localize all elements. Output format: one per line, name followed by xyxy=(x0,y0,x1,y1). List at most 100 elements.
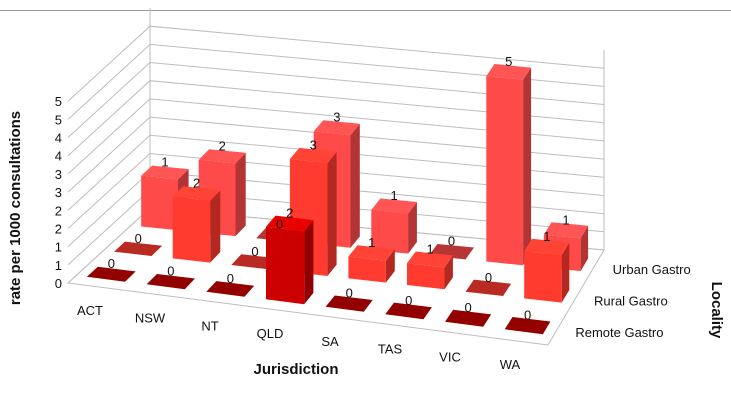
data-label: 0 xyxy=(227,271,234,286)
bar-face-top xyxy=(348,245,395,261)
data-label: 0 xyxy=(448,234,455,249)
floor-outline xyxy=(66,207,605,346)
z-tick-label: Remote Gastro xyxy=(575,325,663,340)
bar-face-front xyxy=(371,209,409,254)
bar-face-side xyxy=(350,123,360,248)
bar-face-front xyxy=(407,263,445,290)
bar-face-side xyxy=(210,190,221,263)
bar xyxy=(146,274,195,290)
bar-face-front xyxy=(172,196,211,263)
y-axis-title: rate per 1000 consultations xyxy=(7,111,24,305)
bar xyxy=(348,245,395,283)
bar xyxy=(172,186,221,263)
x-tick-label: WA xyxy=(500,357,521,372)
data-label: 0 xyxy=(485,270,492,285)
bar-face-top xyxy=(289,147,337,164)
bars xyxy=(86,64,589,335)
bar xyxy=(86,266,136,282)
x-tick-label: SA xyxy=(321,334,339,349)
bar-face-top xyxy=(325,295,373,312)
bar xyxy=(114,241,163,256)
bar-face-top xyxy=(385,302,432,320)
bar-face-top xyxy=(206,281,255,297)
bar-face-top xyxy=(86,266,136,282)
data-label: 2 xyxy=(193,175,200,190)
y-tick-label: 0 xyxy=(55,276,62,291)
bar xyxy=(325,295,373,312)
bar-face-top xyxy=(465,279,512,296)
y-tick-label: 4 xyxy=(55,131,62,146)
z-tick-label: Urban Gastro xyxy=(613,262,691,277)
bar-face-top xyxy=(445,309,492,327)
x-tick-label: VIC xyxy=(439,349,461,364)
bar xyxy=(407,251,453,290)
data-label: 0 xyxy=(405,293,412,308)
bar-face-front xyxy=(348,256,386,283)
bar-face-side xyxy=(327,152,337,276)
bar xyxy=(445,309,492,327)
data-label: 3 xyxy=(333,110,340,125)
y-tick-label: 4 xyxy=(55,149,62,164)
x-tick-label: QLD xyxy=(257,326,284,341)
bar xyxy=(371,198,417,254)
data-label: 0 xyxy=(251,244,258,259)
bar-face-top xyxy=(543,222,589,239)
x-tick-label: ACT xyxy=(77,303,103,318)
bar-face-top xyxy=(198,149,246,164)
bar-face-side xyxy=(444,255,453,290)
data-label: 0 xyxy=(135,231,142,246)
bar xyxy=(385,302,432,320)
bar-face-side xyxy=(235,152,246,237)
bar-face-top xyxy=(504,317,551,335)
y-tick-label: 3 xyxy=(55,185,62,200)
bar-face-side xyxy=(385,249,395,283)
bar-face-side xyxy=(580,225,589,272)
bar-face-top xyxy=(371,198,417,214)
bar-face-side xyxy=(561,242,570,303)
bar-face-side xyxy=(304,220,314,305)
data-label: 1 xyxy=(368,235,375,250)
data-label: 2 xyxy=(286,205,293,220)
bar xyxy=(266,215,314,305)
data-label: 0 xyxy=(276,217,283,232)
y-tick-label: 5 xyxy=(55,112,62,127)
bar-face-top xyxy=(486,64,532,80)
bar xyxy=(486,64,532,266)
data-label: 3 xyxy=(310,138,317,153)
x-tick-label: NT xyxy=(201,318,218,333)
data-label: 0 xyxy=(465,300,472,315)
data-label: 1 xyxy=(161,154,168,169)
bar-face-top xyxy=(114,241,163,256)
data-label: 2 xyxy=(219,138,226,153)
bar-face-top xyxy=(141,165,189,180)
data-label: 1 xyxy=(391,188,398,203)
bar-face-top xyxy=(313,120,360,136)
data-label: 1 xyxy=(426,241,433,256)
bar xyxy=(524,238,570,303)
y-tick-label: 5 xyxy=(55,94,62,109)
y-tick-label: 3 xyxy=(55,167,62,182)
bar-face-top xyxy=(266,215,314,232)
bar-face-front xyxy=(141,175,178,231)
bar-face-side xyxy=(523,67,532,266)
bar xyxy=(504,317,551,335)
y-tick-label: 1 xyxy=(55,240,62,255)
bar-face-top xyxy=(407,251,453,268)
data-label: 0 xyxy=(524,308,531,323)
data-label: 1 xyxy=(543,229,550,244)
data-label: 1 xyxy=(562,212,569,227)
data-label: 5 xyxy=(505,54,512,69)
y-tick-label: 2 xyxy=(55,203,62,218)
bar-face-front xyxy=(266,226,305,305)
z-tick-label: Rural Gastro xyxy=(594,294,668,309)
z-axis-title: Locality xyxy=(708,282,725,339)
bar-face-side xyxy=(408,202,417,254)
data-label: 0 xyxy=(108,256,115,271)
bar-face-front xyxy=(486,76,524,266)
data-label: 0 xyxy=(346,286,353,301)
y-tick-label: 2 xyxy=(55,221,62,236)
data-label: 0 xyxy=(167,264,174,279)
y-tick-label: 1 xyxy=(55,258,62,273)
